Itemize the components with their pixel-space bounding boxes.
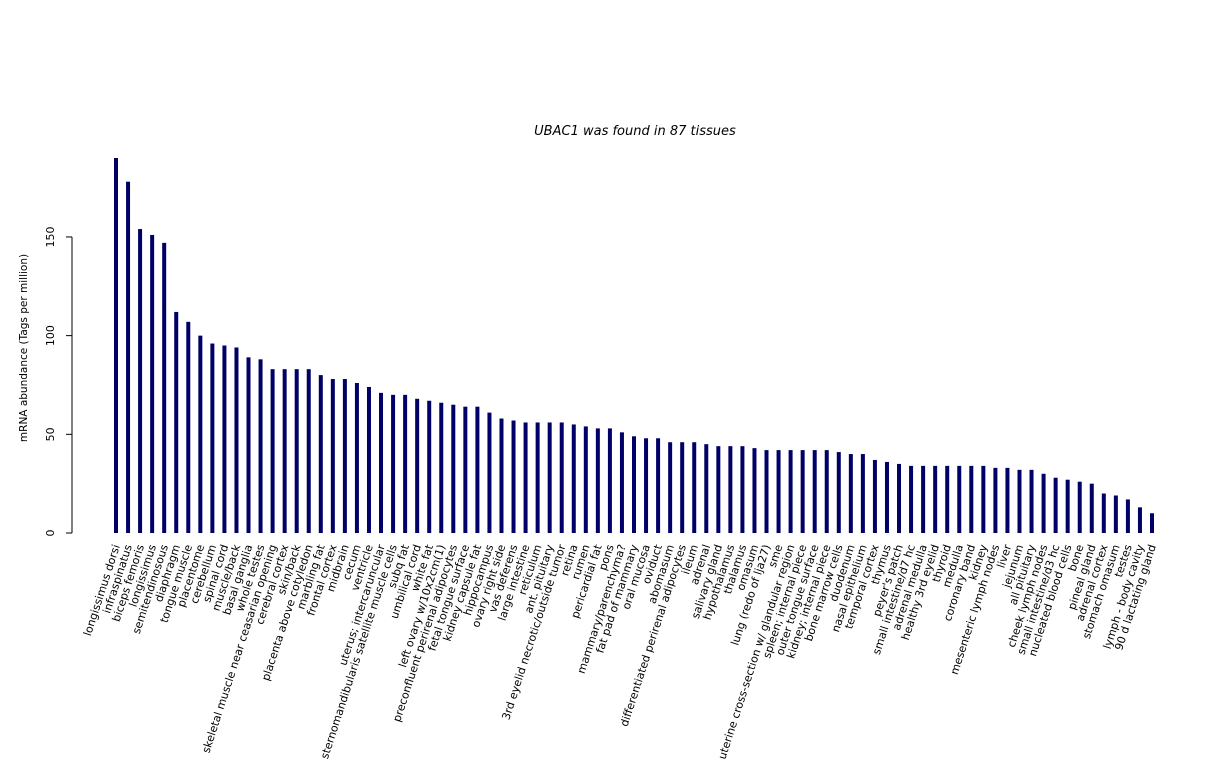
bar: [716, 446, 721, 533]
bar: [704, 444, 709, 533]
bar: [788, 450, 793, 533]
bar: [884, 461, 889, 533]
bar: [933, 465, 938, 533]
bar: [632, 436, 636, 533]
bar: [656, 438, 661, 533]
bar: [475, 406, 480, 533]
bar: [403, 394, 408, 533]
bar: [1005, 467, 1010, 533]
bar: [848, 454, 853, 533]
bar: [258, 359, 263, 533]
bar: [740, 446, 745, 533]
bar: [535, 422, 540, 533]
bar: [595, 428, 600, 533]
bar: [306, 369, 311, 533]
bar: [138, 229, 143, 534]
bar: [451, 404, 456, 533]
bar: [764, 450, 769, 533]
bar: [1137, 507, 1142, 533]
bar: [186, 321, 191, 533]
bar: [391, 394, 396, 533]
bar: [246, 357, 251, 533]
bar: [415, 398, 420, 533]
bar: [619, 432, 624, 533]
bar: [330, 379, 335, 533]
bar: [282, 369, 287, 533]
bar: [860, 454, 865, 533]
bar: [234, 347, 239, 533]
y-axis: 0 50 100 150: [44, 226, 73, 537]
bar: [1077, 481, 1082, 533]
bar: [1017, 469, 1022, 533]
bar: [198, 335, 203, 533]
bar: [1065, 479, 1070, 533]
y-tick-label: 100: [44, 325, 57, 346]
bar: [1089, 483, 1094, 533]
bar: [1053, 477, 1058, 533]
bar: [499, 418, 504, 533]
bar: [354, 383, 359, 533]
bar-series: [114, 158, 1154, 534]
bar: [294, 369, 299, 533]
bar: [836, 452, 841, 533]
chart-title: UBAC1 was found in 87 tissues: [534, 124, 736, 139]
bar: [427, 400, 432, 533]
bar: [644, 438, 649, 533]
bar: [547, 422, 552, 533]
bar: [1029, 469, 1034, 533]
bar: [957, 465, 962, 533]
bar: [583, 426, 588, 533]
bar: [776, 450, 781, 533]
y-tick-label: 0: [44, 530, 57, 537]
y-tick-label: 50: [44, 427, 57, 441]
bar: [752, 448, 757, 533]
y-tick-label: 150: [44, 226, 57, 247]
bar: [668, 442, 673, 533]
bar: [487, 412, 492, 533]
bar: [1113, 495, 1118, 533]
bar: [872, 459, 877, 533]
bar: [270, 369, 275, 533]
bar: [126, 181, 131, 533]
bar: [366, 386, 371, 533]
bar: [174, 311, 179, 533]
bar: [1041, 473, 1046, 533]
bar: [969, 465, 974, 533]
bar: [1101, 493, 1106, 533]
bar: [439, 402, 444, 533]
y-axis-label: mRNA abundance (Tags per million): [18, 254, 30, 442]
bar: [463, 406, 468, 533]
bar: [909, 465, 914, 533]
bar: [1125, 499, 1130, 533]
bar: [162, 242, 167, 533]
bar: [812, 450, 817, 533]
bar: [981, 465, 986, 533]
bar: [210, 343, 215, 533]
bar: [1150, 513, 1154, 533]
bar: [318, 375, 323, 533]
bar: [824, 450, 829, 533]
bar: [114, 158, 118, 533]
bar: [342, 379, 347, 533]
bar: [692, 442, 697, 533]
bar: [945, 465, 950, 533]
bar: [379, 392, 384, 533]
bar: [897, 463, 902, 533]
bar: [150, 234, 155, 533]
bar: [511, 420, 516, 533]
bar: [993, 467, 998, 533]
bar: [222, 345, 227, 533]
bar: [571, 424, 576, 533]
bar: [523, 422, 528, 533]
bar: [800, 450, 805, 533]
bar: [921, 465, 926, 533]
bar: [728, 446, 733, 533]
bar: [607, 428, 612, 533]
bar: [559, 422, 564, 533]
bar: [680, 442, 685, 533]
